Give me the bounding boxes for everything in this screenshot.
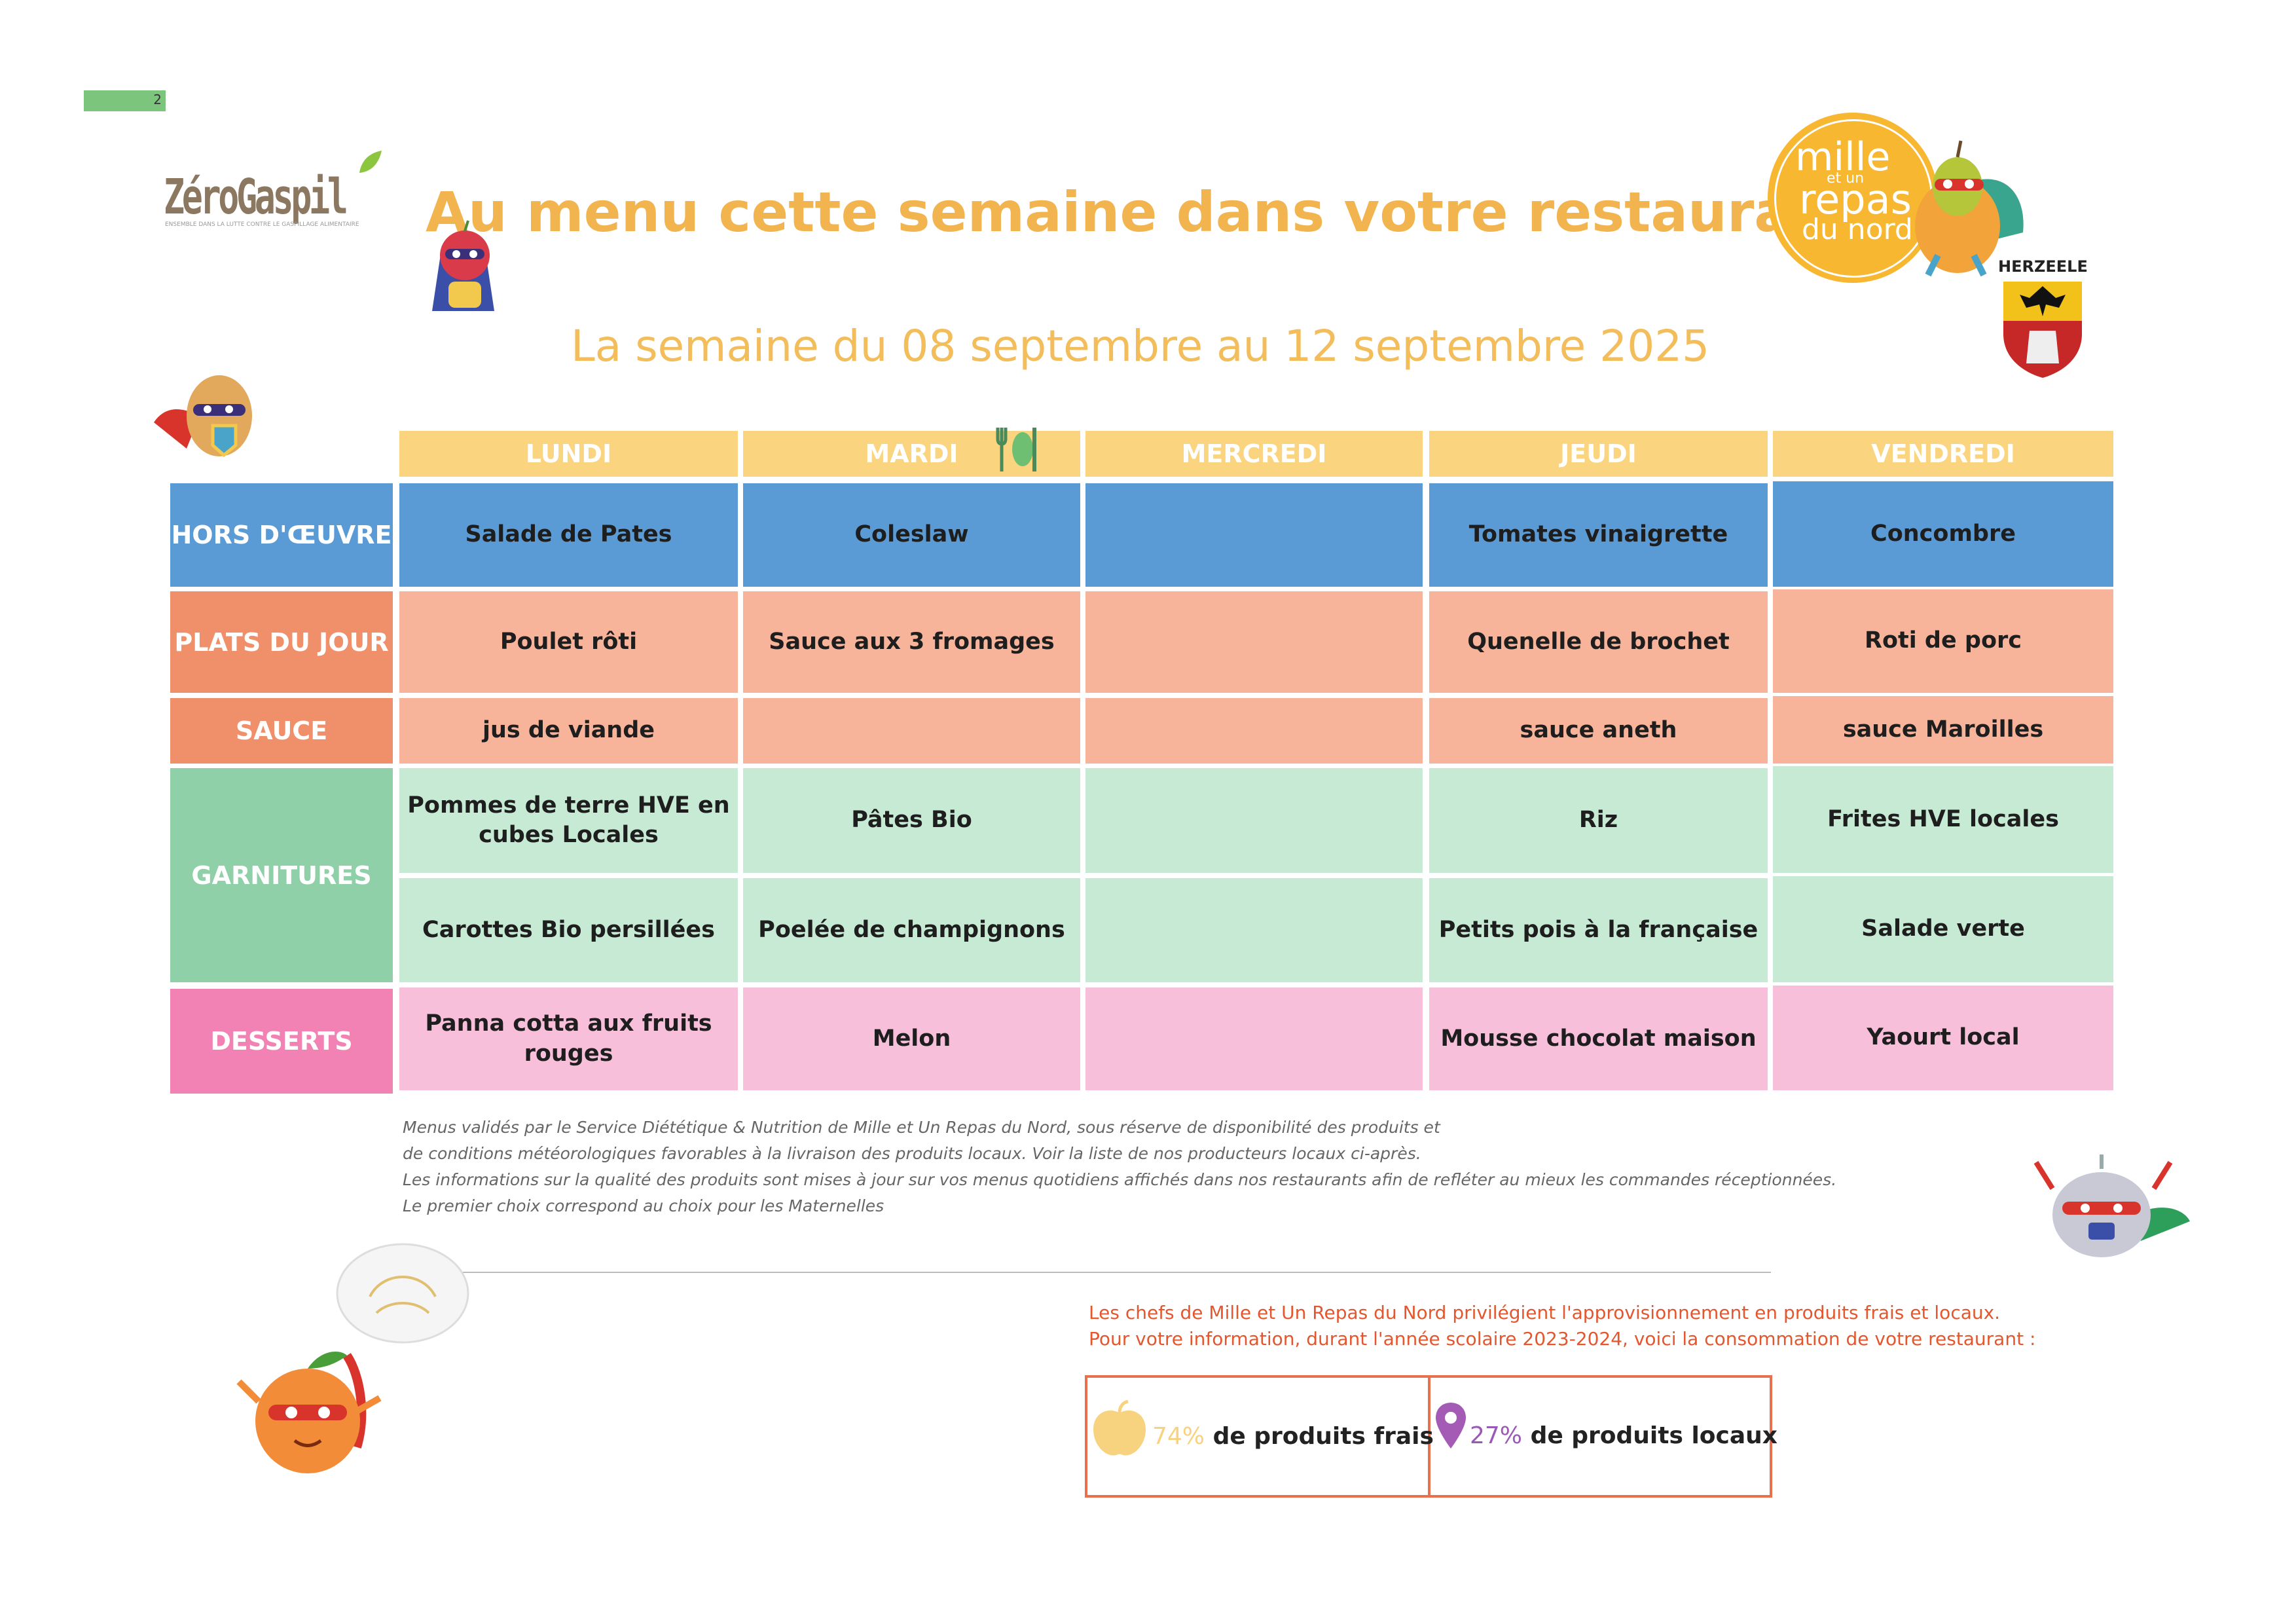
menu-cell-mardi-hors-doeuvre: Coleslaw [743, 483, 1080, 587]
menu-cell-jeudi-garniture-2: Petits pois à la française [1429, 878, 1768, 982]
menu-cell-vendredi-sauce: sauce Maroilles [1773, 696, 2113, 764]
menu-cell-lundi-garniture-2: Carottes Bio persillées [399, 878, 738, 982]
menu-notes: Menus validés par le Service Diététique … [403, 1115, 1836, 1219]
menu-cell-mardi-garniture-2: Poelée de champignons [743, 878, 1080, 982]
cutlery-icon [996, 428, 1036, 471]
location-pin-icon [1436, 1403, 1466, 1449]
note-line: Les informations sur la qualité des prod… [403, 1170, 1837, 1189]
menu-cell-vendredi-garniture-2: Salade verte [1773, 876, 2113, 982]
menu-cell-vendredi-garniture-1: Frites HVE locales [1773, 766, 2113, 873]
pear-mascot-illustration [1915, 140, 2024, 277]
category-hors-doeuvre: HORS D'ŒUVRE [170, 483, 393, 587]
menu-cell-mercredi-garniture-1 [1085, 768, 1423, 873]
menu-cell-vendredi-hors-doeuvre: Concombre [1773, 481, 2113, 587]
menu-cell-jeudi-sauce: sauce aneth [1429, 698, 1768, 764]
category-desserts: DESSERTS [170, 989, 393, 1094]
page-number-tag: 2 [84, 90, 166, 111]
day-header-vendredi: VENDREDI [1773, 431, 2113, 477]
menu-cell-jeudi-garniture-1: Riz [1429, 768, 1768, 873]
note-line: Menus validés par le Service Diététique … [403, 1118, 1440, 1137]
category-plats-du-jour: PLATS DU JOUR [170, 591, 393, 693]
menu-cell-vendredi-dessert: Yaourt local [1773, 986, 2113, 1090]
zerogaspil-logo-text: ZéroGaspil [164, 169, 348, 225]
leaf-icon [359, 151, 382, 173]
zerogaspil-logo: ZéroGaspil ENSEMBLE DANS LA LUTTE CONTRE… [164, 149, 382, 234]
menu-cell-mardi-garniture-1: Pâtes Bio [743, 768, 1080, 873]
day-header-lundi: LUNDI [399, 431, 738, 477]
speech-bubble-illustration [336, 1243, 469, 1344]
apple-icon [1093, 1400, 1146, 1456]
potato-mascot-illustration [154, 375, 252, 458]
zerogaspil-tagline: ENSEMBLE DANS LA LUTTE CONTRE LE GASPILL… [165, 221, 359, 228]
garlic-mascot-illustration [2033, 1154, 2190, 1257]
page-title: Au menu cette semaine dans votre restaur… [426, 180, 1857, 244]
local-sourcing-info: Les chefs de Mille et Un Repas du Nord p… [1089, 1300, 2035, 1352]
brand-line-du-nord: du nord [1802, 213, 1913, 246]
menu-cell-jeudi-hors-doeuvre: Tomates vinaigrette [1429, 483, 1768, 587]
orange-mascot-illustration [236, 1352, 382, 1473]
category-sauce: SAUCE [170, 698, 393, 764]
day-header-mercredi: MERCREDI [1085, 431, 1423, 477]
mille-et-un-repas-logo [1768, 113, 1938, 283]
menu-cell-vendredi-plats: Roti de porc [1773, 589, 2113, 693]
menu-cell-lundi-hors-doeuvre: Salade de Pates [399, 483, 738, 587]
menu-cell-mercredi-dessert [1085, 987, 1423, 1090]
menu-cell-mercredi-garniture-2 [1085, 878, 1423, 982]
menu-cell-lundi-plats: Poulet rôti [399, 591, 738, 693]
day-header-mardi-label: MARDI [865, 439, 958, 468]
note-line: de conditions météorologiques favorables… [403, 1144, 1421, 1163]
fresh-products-label: de produits frais [1212, 1423, 1434, 1450]
menu-cell-mercredi-plats [1085, 591, 1423, 693]
info-line: Les chefs de Mille et Un Repas du Nord p… [1089, 1302, 2001, 1323]
page-number: 2 [153, 92, 162, 107]
day-header-jeudi: JEUDI [1429, 431, 1768, 477]
brand-line-et-un: et un [1827, 170, 1865, 187]
menu-cell-mardi-sauce [743, 698, 1080, 764]
category-garnitures: GARNITURES [170, 768, 393, 982]
week-subtitle: La semaine du 08 septembre au 12 septemb… [571, 321, 1710, 371]
note-line: Le premier choix correspond au choix pou… [403, 1196, 884, 1215]
town-name: HERZEELE [1998, 257, 2088, 276]
menu-cell-jeudi-plats: Quenelle de brochet [1429, 591, 1768, 693]
menu-cell-lundi-dessert: Panna cotta aux fruits rouges [399, 987, 738, 1090]
menu-cell-mardi-dessert: Melon [743, 987, 1080, 1090]
local-products-label: de produits locaux [1530, 1422, 1777, 1449]
menu-cell-lundi-garniture-1: Pommes de terre HVE en cubes Locales [399, 768, 738, 873]
fresh-products-percent: 74% [1152, 1423, 1205, 1450]
stats-divider [1428, 1375, 1430, 1498]
menu-cell-lundi-sauce: jus de viande [399, 698, 738, 764]
local-products-percent: 27% [1470, 1422, 1523, 1449]
menu-cell-mardi-plats: Sauce aux 3 fromages [743, 591, 1080, 693]
menu-cell-mercredi-sauce [1085, 698, 1423, 764]
cherry-mascot-illustration [432, 220, 494, 311]
menu-cell-mercredi-hors-doeuvre [1085, 483, 1423, 587]
menu-cell-jeudi-dessert: Mousse chocolat maison [1429, 987, 1768, 1090]
coat-of-arms-icon [2003, 282, 2082, 378]
brand-line-mille: mille [1795, 134, 1891, 180]
local-products-stat: 27% de produits locaux [1470, 1422, 1777, 1449]
fresh-products-stat: 74% de produits frais [1152, 1423, 1434, 1450]
brand-line-repas: repas [1799, 175, 1912, 223]
divider [403, 1272, 1771, 1273]
info-line: Pour votre information, durant l'année s… [1089, 1328, 2036, 1350]
